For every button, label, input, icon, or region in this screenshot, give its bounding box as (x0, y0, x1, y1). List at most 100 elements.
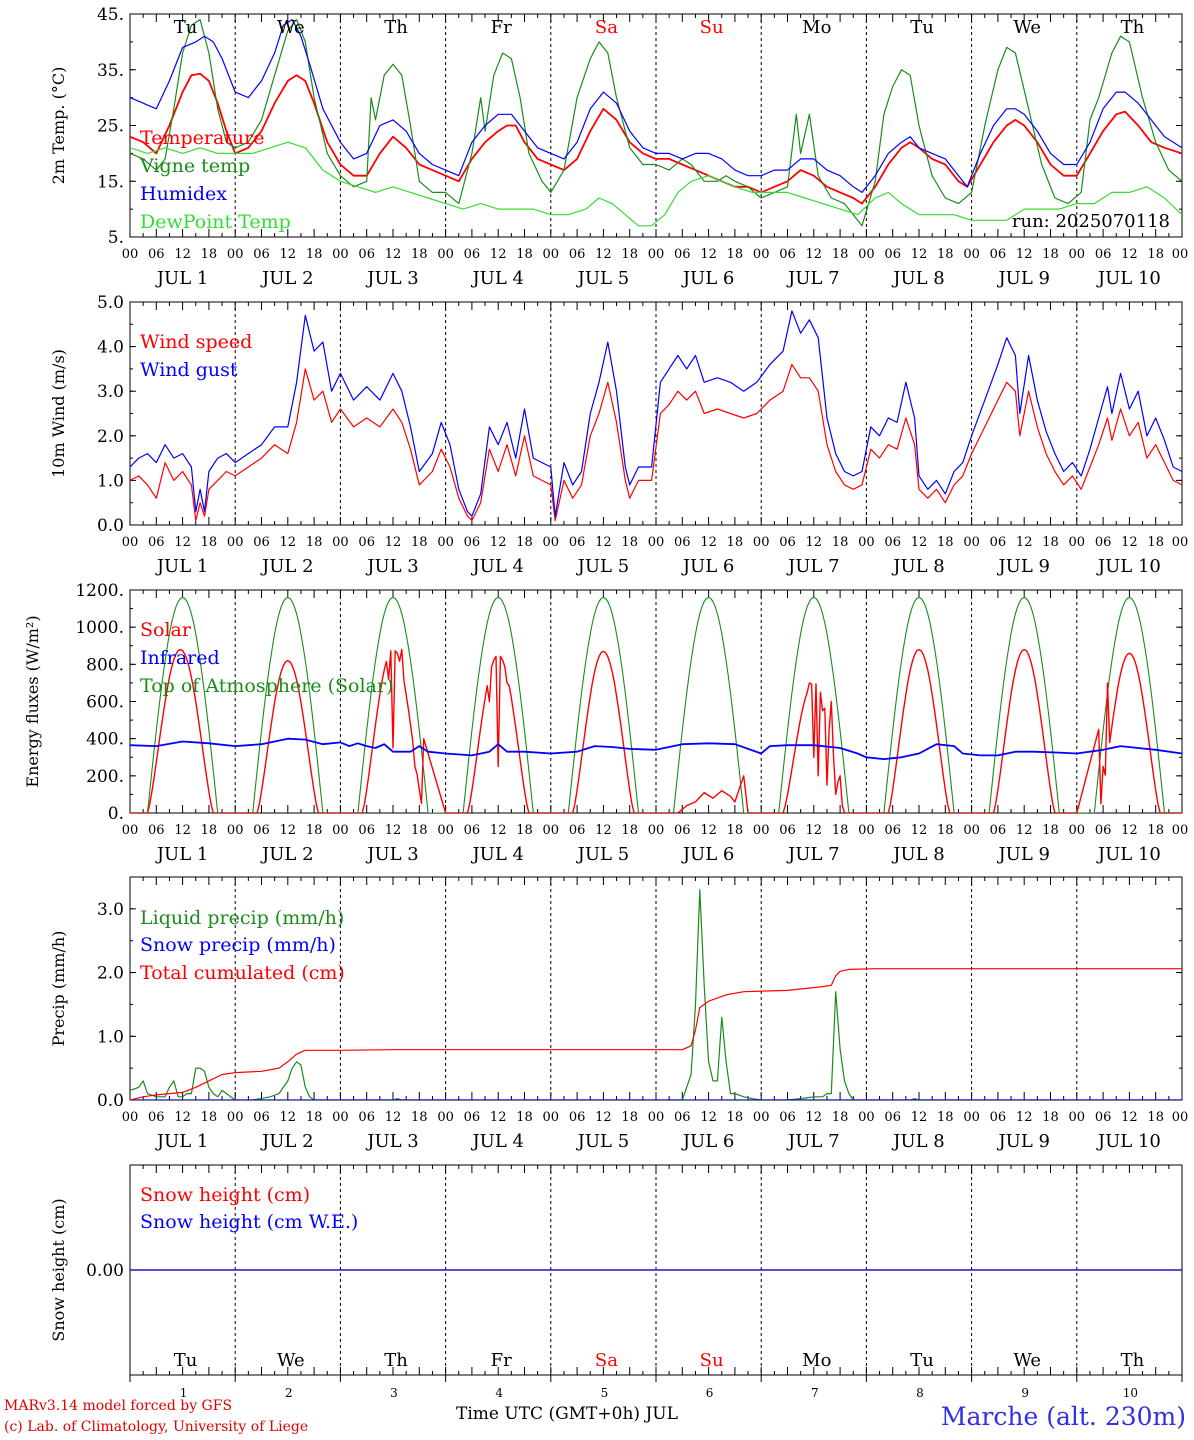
snow-height-cm-legend: Snow height (cm) (140, 1184, 310, 1206)
hour-tick-label: 12 (700, 535, 717, 550)
hour-tick-label: 00 (1172, 535, 1189, 550)
day-name: Fr (491, 1350, 512, 1371)
hour-tick-label: 12 (280, 1110, 297, 1125)
hour-tick-label: 18 (621, 823, 638, 838)
hour-tick-label: 06 (1095, 823, 1112, 838)
hour-tick-label: 06 (253, 247, 270, 262)
day-name: Tu (910, 17, 934, 38)
hour-tick-label: 06 (148, 247, 165, 262)
hour-tick-label: 06 (884, 535, 901, 550)
hour-tick-label: 18 (937, 823, 954, 838)
hour-tick-label: 18 (201, 535, 218, 550)
hour-tick-label: 18 (306, 247, 323, 262)
day-name: Th (384, 1350, 408, 1371)
day-number: 8 (916, 1386, 924, 1400)
hour-tick-label: 06 (464, 823, 481, 838)
day-name: Tu (174, 17, 198, 38)
hour-tick-label: 12 (385, 1110, 402, 1125)
y-tick-label: 35. (97, 61, 124, 81)
y-tick-label: 0.00 (86, 1261, 124, 1281)
day-name: We (277, 17, 305, 38)
hour-tick-label: 18 (621, 247, 638, 262)
hour-tick-label: 06 (884, 247, 901, 262)
hour-tick-label: 12 (490, 1110, 507, 1125)
hour-tick-label: 12 (1016, 247, 1033, 262)
date-label: JUL 1 (155, 556, 209, 577)
wind-speed-legend: Wind speed (140, 331, 252, 353)
hour-tick-label: 00 (332, 535, 349, 550)
hour-tick-label: 18 (832, 1110, 849, 1125)
y-tick-label: 1.0 (97, 471, 124, 491)
hour-tick-label: 00 (753, 1110, 770, 1125)
y-axis-label: Precip (mm/h) (49, 931, 68, 1047)
hour-tick-label: 06 (1095, 535, 1112, 550)
hour-tick-label: 12 (1121, 1110, 1138, 1125)
hour-tick-label: 00 (332, 823, 349, 838)
infrared-legend: Infrared (140, 647, 220, 669)
hour-tick-label: 18 (1147, 1110, 1164, 1125)
date-label: JUL 1 (155, 1131, 209, 1152)
y-tick-label: 1200. (75, 581, 124, 601)
hour-tick-label: 18 (1147, 247, 1164, 262)
hour-tick-label: 12 (280, 247, 297, 262)
hour-tick-label: 06 (884, 1110, 901, 1125)
hour-tick-label: 06 (253, 1110, 270, 1125)
hour-tick-label: 18 (1147, 823, 1164, 838)
hour-tick-label: 06 (674, 247, 691, 262)
y-tick-label: 600. (86, 693, 124, 713)
date-label: JUL 6 (681, 844, 735, 865)
hour-tick-label: 12 (174, 823, 191, 838)
hour-tick-label: 06 (569, 247, 586, 262)
total-cumulated-cm-legend: Total cumulated (cm) (140, 962, 345, 984)
y-tick-label: 1000. (75, 618, 124, 638)
hour-tick-label: 06 (779, 535, 796, 550)
hour-tick-label: 06 (779, 823, 796, 838)
hour-tick-label: 18 (937, 1110, 954, 1125)
y-tick-label: 4.0 (97, 338, 124, 358)
y-tick-label: 1.0 (97, 1027, 124, 1047)
hour-tick-label: 00 (1172, 247, 1189, 262)
hour-tick-label: 06 (358, 247, 375, 262)
day-name: Mo (802, 1350, 831, 1371)
hour-tick-label: 00 (437, 1110, 454, 1125)
hour-tick-label: 00 (332, 247, 349, 262)
solar-legend: Solar (140, 619, 192, 641)
hour-tick-label: 12 (911, 247, 928, 262)
hour-tick-label: 12 (280, 535, 297, 550)
date-label: JUL 7 (786, 844, 840, 865)
date-label: JUL 2 (260, 268, 314, 289)
hour-tick-label: 18 (516, 535, 533, 550)
day-name: Tu (910, 1350, 934, 1371)
hour-tick-label: 12 (700, 823, 717, 838)
date-label: JUL 9 (996, 1131, 1050, 1152)
y-tick-label: 15. (97, 172, 124, 192)
hour-tick-label: 18 (516, 247, 533, 262)
y-axis-label: 2m Temp. (°C) (49, 67, 68, 185)
hour-tick-label: 18 (832, 535, 849, 550)
snow-height-cm-w-e-legend: Snow height (cm W.E.) (140, 1211, 358, 1233)
hour-tick-label: 12 (595, 823, 612, 838)
y-axis-label: Snow height (cm) (49, 1198, 68, 1341)
date-label: JUL 8 (891, 556, 945, 577)
hour-tick-label: 00 (963, 247, 980, 262)
hour-tick-label: 00 (1069, 823, 1086, 838)
wind-panel: 10m Wind (m/s) 0.0 1.0 2.0 3.0 4.0 5.0 00 06 12 18… (49, 293, 1188, 577)
hour-tick-label: 00 (122, 1110, 139, 1125)
hour-tick-label: 00 (648, 535, 665, 550)
hour-tick-label: 12 (1016, 535, 1033, 550)
date-label: JUL 9 (996, 556, 1050, 577)
hour-tick-label: 00 (1069, 247, 1086, 262)
hour-tick-label: 12 (490, 823, 507, 838)
vigne-temp-line (130, 19, 1182, 227)
hour-tick-label: 00 (858, 1110, 875, 1125)
hour-tick-label: 18 (1147, 535, 1164, 550)
y-tick-label: 2.0 (97, 427, 124, 447)
hour-tick-label: 12 (806, 247, 823, 262)
plot-area (130, 596, 1182, 813)
toa-solar-line (130, 596, 1182, 813)
hour-tick-label: 00 (227, 535, 244, 550)
date-label: JUL 3 (365, 268, 419, 289)
hour-tick-label: 12 (700, 1110, 717, 1125)
date-label: JUL 10 (1096, 268, 1161, 289)
